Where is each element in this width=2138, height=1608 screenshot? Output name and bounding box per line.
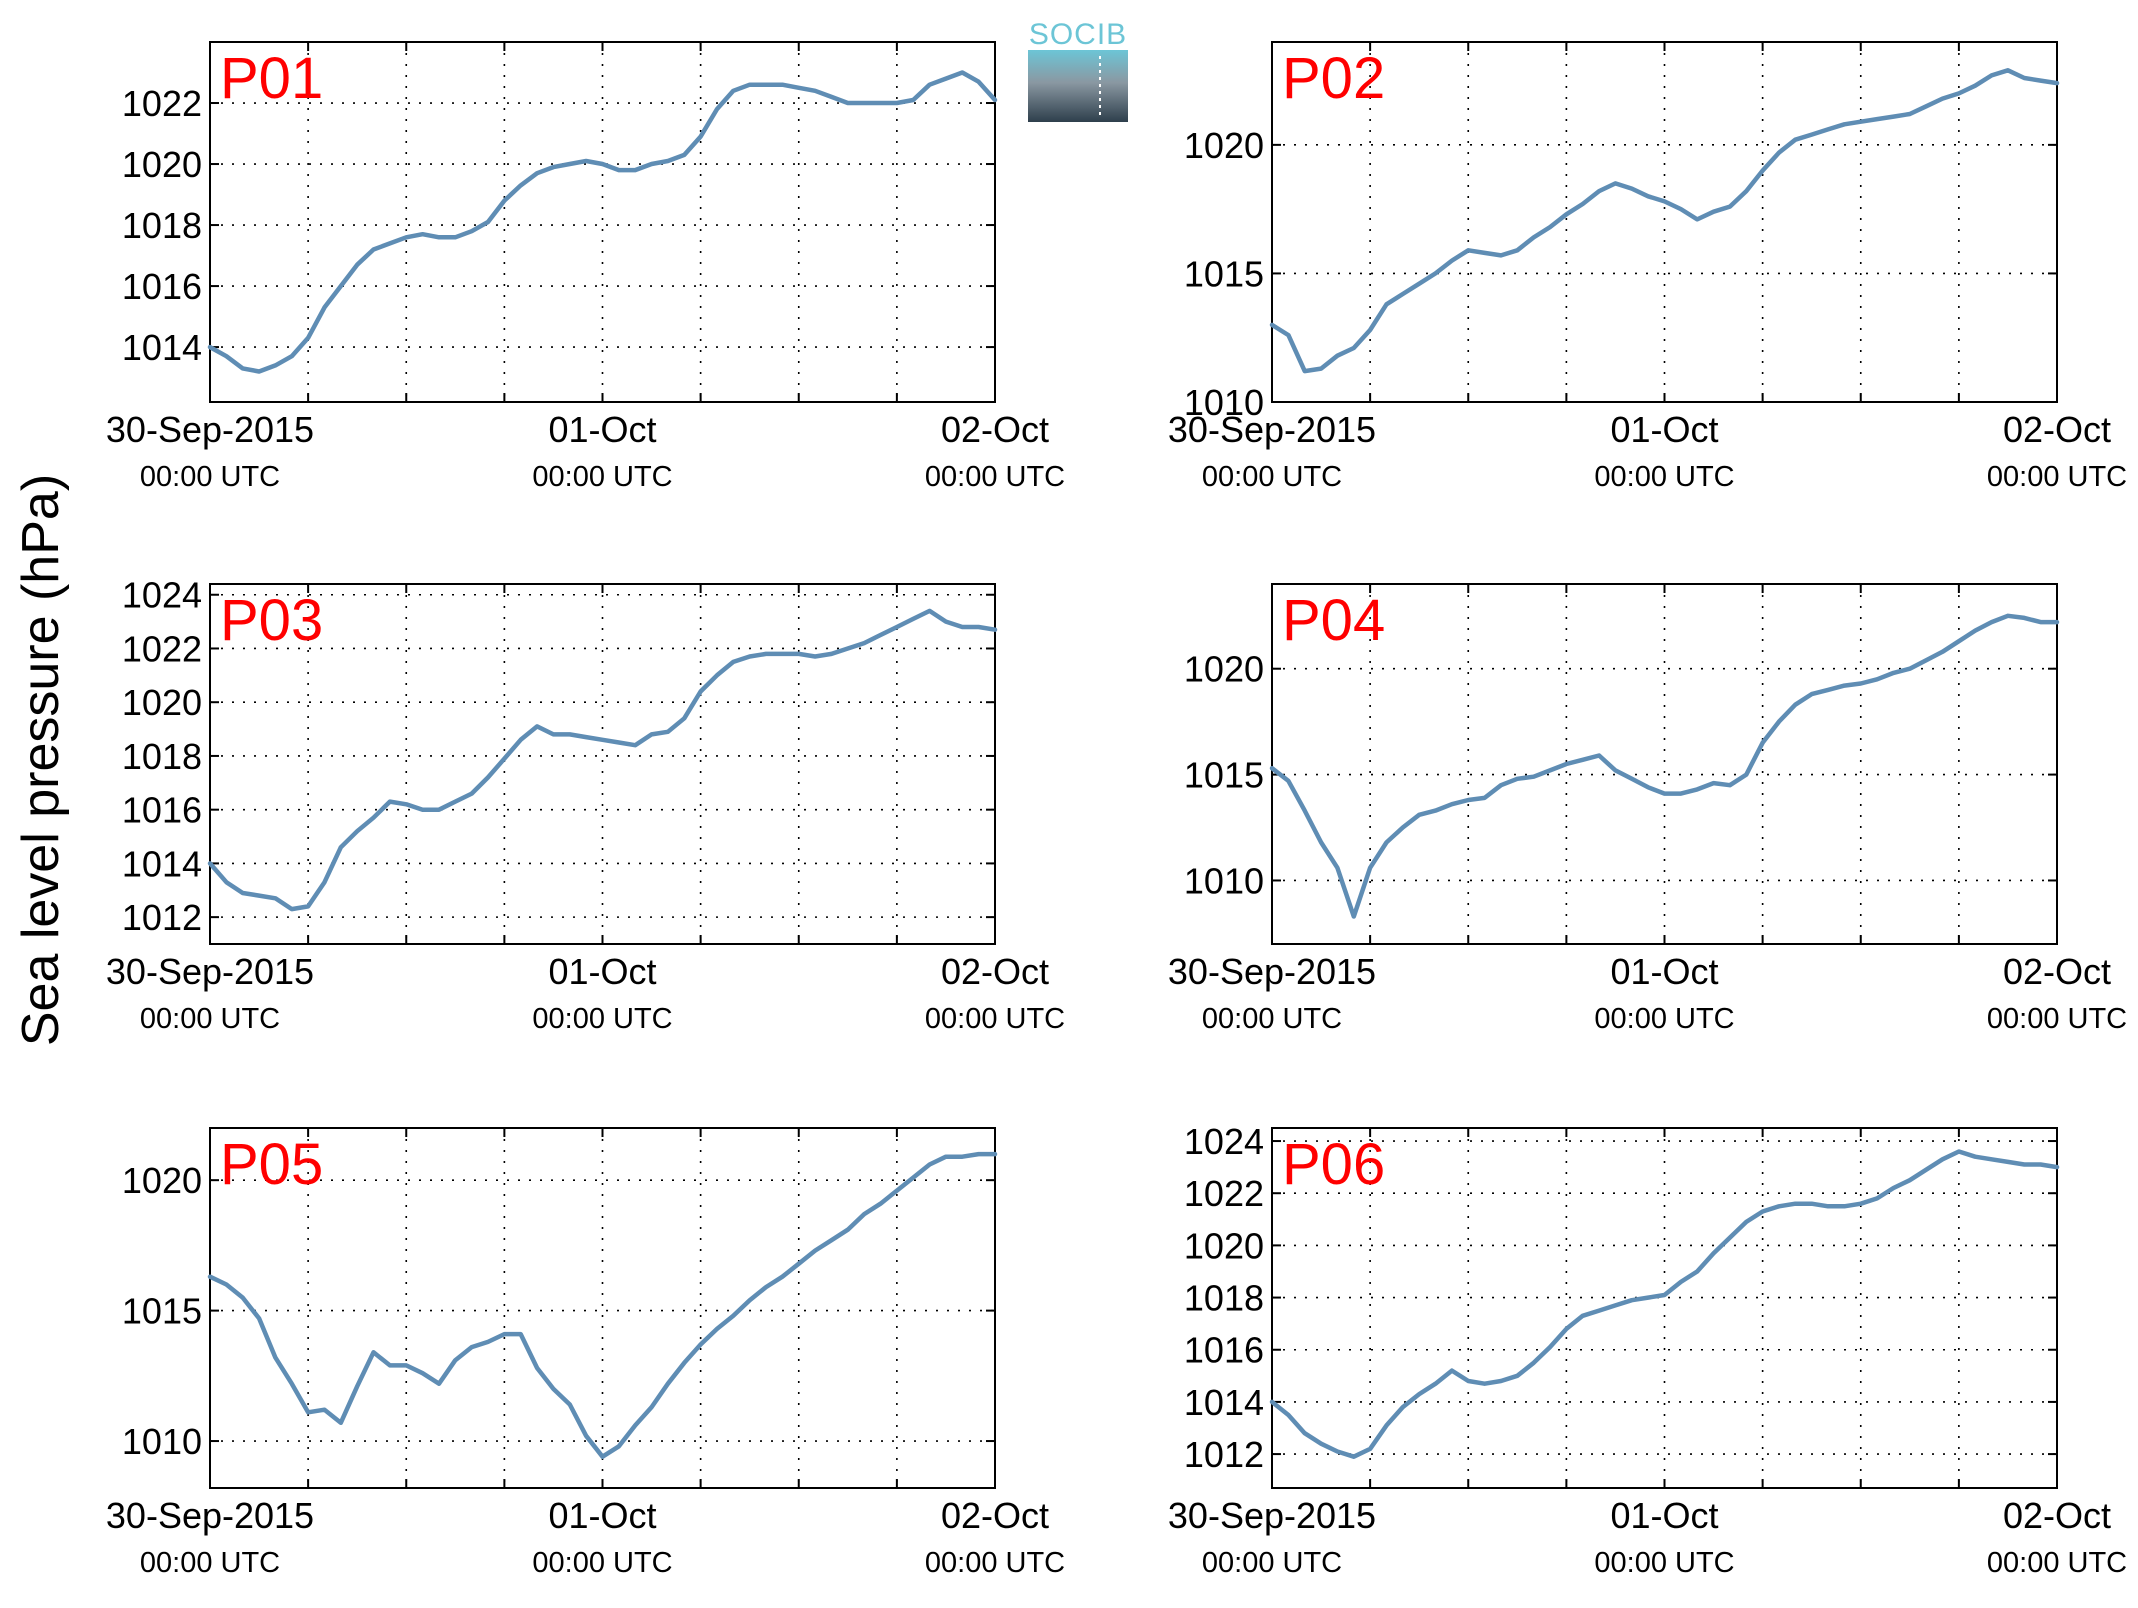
series-line-p03	[207, 608, 998, 912]
y-tick-label: 1022	[122, 628, 202, 669]
y-tick-label: 1022	[122, 83, 202, 124]
y-axis-label: Sea level pressure (hPa)	[12, 474, 70, 1046]
y-tick-label: 1010	[1184, 382, 1264, 423]
panel-p01: 1014 1016 1018 1020 1022 30-Sep-2015 00:00 UTC…	[106, 41, 1065, 493]
panel-label: P04	[1282, 588, 1385, 653]
panel-label: P06	[1282, 1132, 1385, 1197]
x-tick-label-date: 01-Oct	[1610, 1495, 1718, 1536]
panel-label: P05	[220, 1132, 323, 1197]
x-tick-label-time: 00:00 UTC	[140, 1003, 280, 1035]
y-tick-label: 1014	[122, 843, 202, 884]
x-tick-label-date: 30-Sep-2015	[1168, 1495, 1376, 1536]
x-tick-label-time: 00:00 UTC	[1987, 461, 2127, 493]
y-tick-label: 1015	[1184, 755, 1264, 796]
x-tick-label-date: 02-Oct	[941, 951, 1049, 992]
x-tick-label-date: 01-Oct	[1610, 409, 1718, 450]
x-tick-label-time: 00:00 UTC	[140, 1547, 280, 1579]
x-tick-label-date: 01-Oct	[1610, 951, 1718, 992]
x-tick-label-time: 00:00 UTC	[1202, 461, 1342, 493]
y-tick-label: 1012	[122, 897, 202, 938]
y-tick-label: 1012	[1184, 1434, 1264, 1475]
series-line-p05	[207, 1151, 998, 1459]
series-line-p01	[207, 70, 998, 374]
x-tick-label-time: 00:00 UTC	[1202, 1547, 1342, 1579]
plot-area	[1271, 583, 2058, 945]
panel-p06: 1012 1014 1016 1018 1020 1022 1024 30-Sep-2015 0…	[1168, 1121, 2127, 1579]
x-tick-label-time: 00:00 UTC	[1594, 1003, 1734, 1035]
y-tick-label: 1018	[1184, 1278, 1264, 1319]
panel-label: P03	[220, 588, 323, 653]
x-tick-label-time: 00:00 UTC	[532, 1003, 672, 1035]
panel-p02: 1010 1015 1020 30-Sep-2015 00:00 UTC 01-Oct 00…	[1168, 41, 2127, 493]
series-line-p06	[1269, 1149, 2060, 1459]
x-tick-label-time: 00:00 UTC	[1987, 1003, 2127, 1035]
plot-area	[209, 1127, 996, 1489]
x-tick-label-date: 02-Oct	[2003, 409, 2111, 450]
panel-p04: 1010 1015 1020 30-Sep-2015 00:00 UTC 01-Oct 00…	[1168, 583, 2127, 1035]
x-tick-label-time: 00:00 UTC	[1594, 461, 1734, 493]
y-tick-label: 1010	[122, 1421, 202, 1462]
series-line-p02	[1269, 68, 2060, 374]
x-tick-label-date: 30-Sep-2015	[1168, 409, 1376, 450]
x-tick-label-date: 30-Sep-2015	[106, 409, 314, 450]
x-tick-label-time: 00:00 UTC	[140, 461, 280, 493]
panel-p03: 1012 1014 1016 1018 1020 1022 1024 30-Sep-2015 0…	[106, 575, 1065, 1035]
y-tick-label: 1014	[1184, 1382, 1264, 1423]
y-tick-label: 1020	[1184, 1225, 1264, 1266]
plot-area	[1271, 41, 2058, 403]
y-tick-label: 1020	[1184, 649, 1264, 690]
x-tick-label-date: 02-Oct	[941, 1495, 1049, 1536]
y-tick-label: 1018	[122, 205, 202, 246]
y-tick-label: 1020	[122, 682, 202, 723]
plot-area	[209, 41, 996, 403]
y-tick-label: 1024	[1184, 1121, 1264, 1162]
socib-logo: SOCIB	[1028, 18, 1128, 122]
x-tick-label-date: 02-Oct	[2003, 1495, 2111, 1536]
x-tick-label-date: 30-Sep-2015	[106, 1495, 314, 1536]
y-tick-label: 1020	[1184, 125, 1264, 166]
x-tick-label-date: 02-Oct	[2003, 951, 2111, 992]
panel-label: P01	[220, 46, 323, 111]
x-tick-label-time: 00:00 UTC	[925, 1003, 1065, 1035]
x-tick-label-date: 30-Sep-2015	[106, 951, 314, 992]
y-tick-label: 1014	[122, 327, 202, 368]
y-tick-label: 1016	[122, 790, 202, 831]
x-tick-label-time: 00:00 UTC	[532, 461, 672, 493]
panel-label: P02	[1282, 46, 1385, 111]
y-tick-label: 1016	[1184, 1330, 1264, 1371]
x-tick-label-time: 00:00 UTC	[1202, 1003, 1342, 1035]
x-tick-label-time: 00:00 UTC	[925, 461, 1065, 493]
x-tick-label-date: 02-Oct	[941, 409, 1049, 450]
y-tick-label: 1022	[1184, 1173, 1264, 1214]
plot-area	[1271, 1127, 2058, 1489]
x-tick-label-date: 01-Oct	[548, 1495, 656, 1536]
x-tick-label-date: 01-Oct	[548, 951, 656, 992]
logo-text: SOCIB	[1029, 18, 1127, 51]
series-line-p04	[1269, 613, 2060, 919]
x-tick-label-date: 30-Sep-2015	[1168, 951, 1376, 992]
x-tick-label-time: 00:00 UTC	[925, 1547, 1065, 1579]
y-tick-label: 1020	[122, 144, 202, 185]
y-tick-label: 1010	[1184, 860, 1264, 901]
y-tick-label: 1016	[122, 266, 202, 307]
y-tick-label: 1024	[122, 575, 202, 616]
x-tick-label-time: 00:00 UTC	[532, 1547, 672, 1579]
x-tick-label-time: 00:00 UTC	[1987, 1547, 2127, 1579]
y-tick-label: 1018	[122, 736, 202, 777]
x-tick-label-time: 00:00 UTC	[1594, 1547, 1734, 1579]
panel-p05: 1010 1015 1020 30-Sep-2015 00:00 UTC 01-Oct 00…	[106, 1127, 1065, 1579]
y-tick-label: 1015	[122, 1291, 202, 1332]
x-tick-label-date: 01-Oct	[548, 409, 656, 450]
y-tick-label: 1015	[1184, 253, 1264, 294]
y-tick-label: 1020	[122, 1160, 202, 1201]
